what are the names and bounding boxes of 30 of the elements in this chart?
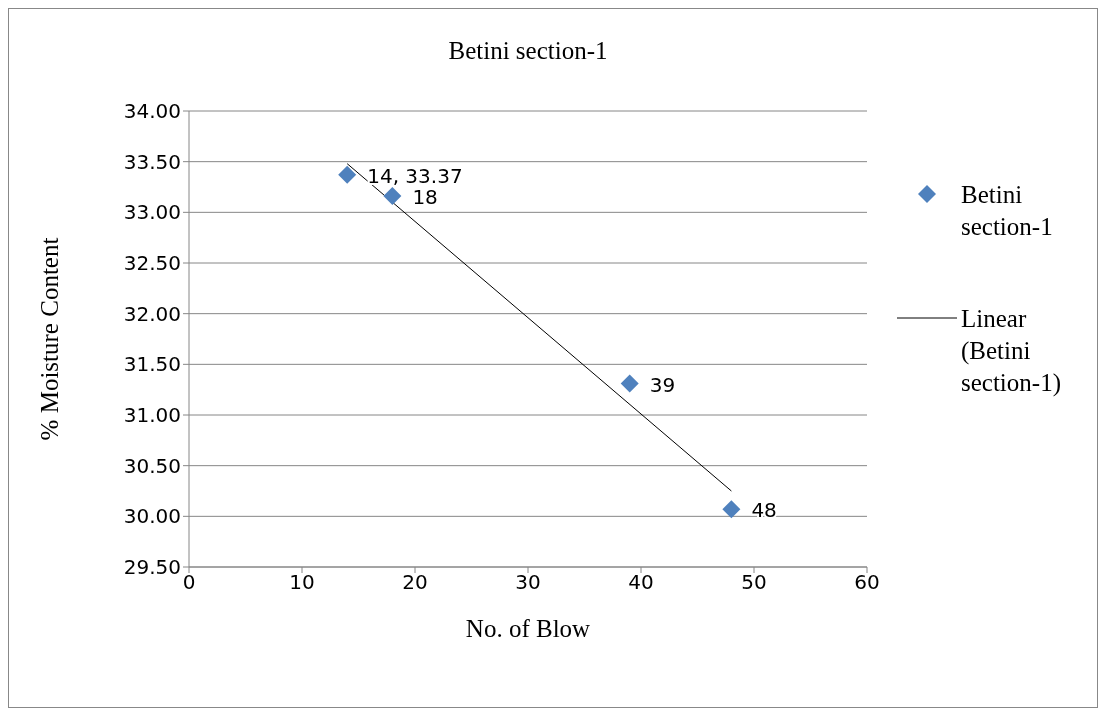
- y-tick-label: 32.50: [123, 251, 181, 276]
- x-tick-label: 50: [741, 570, 767, 595]
- y-tick-label: 31.50: [123, 352, 181, 377]
- y-tick-label: 33.50: [123, 149, 181, 174]
- point: [620, 374, 639, 393]
- y-tick-label: 33.00: [123, 200, 181, 225]
- point: [338, 165, 357, 184]
- x-tick-label: 60: [854, 570, 880, 595]
- y-tick-label: 29.50: [123, 555, 181, 580]
- y-axis-title: % Moisture Content: [35, 237, 63, 441]
- x-tick-label: 10: [289, 570, 315, 595]
- annotation: 14, 33.37: [367, 163, 463, 188]
- chart-title: Betini section-1: [447, 37, 609, 65]
- x-tick-label: 20: [402, 570, 428, 595]
- x-tick-label: 40: [628, 570, 654, 595]
- point: [383, 187, 402, 206]
- x-tick-label: 30: [515, 570, 541, 595]
- annotation: 39: [649, 372, 676, 397]
- x-axis-title: No. of Blow: [465, 615, 591, 642]
- y-tick-label: 30.00: [123, 504, 181, 529]
- legend-label: Betini section-1: [961, 180, 1054, 242]
- y-tick-label: 31.00: [123, 403, 181, 428]
- x-tick-label: 0: [182, 570, 196, 595]
- legend-label: Linear (Betini section-1): [961, 304, 1062, 398]
- y-tick-label: 30.50: [123, 453, 181, 478]
- y-tick-label: 34.00: [123, 99, 181, 124]
- point: [722, 500, 741, 519]
- annotation: 18: [412, 185, 438, 210]
- y-tick-label: 32.00: [123, 301, 181, 326]
- annotation: 48: [751, 498, 777, 523]
